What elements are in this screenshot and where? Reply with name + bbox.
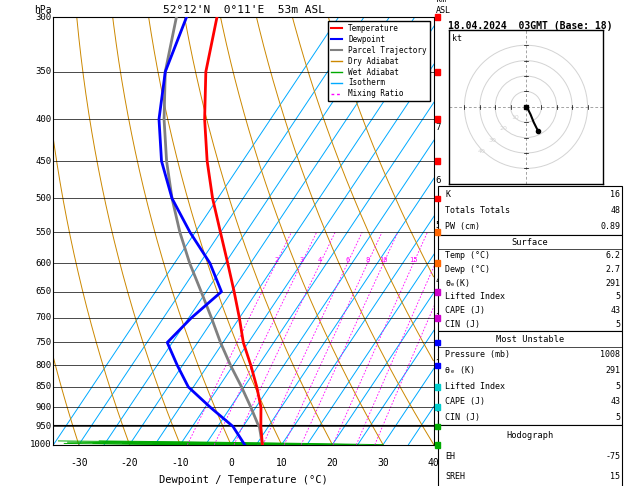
Text: 3: 3 [299,257,304,263]
Text: 43: 43 [610,306,620,315]
Text: Totals Totals: Totals Totals [445,206,510,215]
Text: 350: 350 [35,67,52,76]
Text: EH: EH [445,452,455,461]
Text: -30: -30 [70,457,87,468]
Text: Hodograph: Hodograph [506,431,554,440]
Bar [438,186,622,235]
Text: 1: 1 [436,405,441,414]
Text: θₑ (K): θₑ (K) [445,366,476,375]
Text: LCL: LCL [436,420,451,429]
Text: Temp (°C): Temp (°C) [445,251,490,260]
Text: 8: 8 [365,257,370,263]
Text: 850: 850 [35,382,52,391]
Text: 2: 2 [274,257,278,263]
Bar [438,235,622,331]
Text: 2.7: 2.7 [605,265,620,274]
Text: 0: 0 [228,457,234,468]
Text: CIN (J): CIN (J) [445,320,481,329]
Text: Most Unstable: Most Unstable [496,335,564,344]
Text: Pressure (mb): Pressure (mb) [445,350,510,359]
Text: 900: 900 [35,403,52,412]
Text: 950: 950 [35,422,52,431]
Text: 40: 40 [428,457,440,468]
Text: Surface: Surface [511,238,548,246]
Text: 5: 5 [615,320,620,329]
Text: 700: 700 [35,313,52,323]
Text: 7: 7 [436,123,441,133]
Text: 6.2: 6.2 [605,251,620,260]
Text: CAPE (J): CAPE (J) [445,306,486,315]
Text: -20: -20 [121,457,138,468]
Text: 291: 291 [605,279,620,288]
Text: θₑ(K): θₑ(K) [445,279,470,288]
Text: 5: 5 [615,413,620,422]
Text: 5: 5 [615,293,620,301]
Text: CIN (J): CIN (J) [445,413,481,422]
Text: 1008: 1008 [600,350,620,359]
Text: 5: 5 [436,221,441,230]
Text: SREH: SREH [445,472,465,481]
Text: 30: 30 [377,457,389,468]
Text: 6: 6 [436,176,441,185]
Bar [438,425,622,486]
Text: 48: 48 [610,206,620,215]
Text: K: K [445,190,450,199]
Text: 16: 16 [610,190,620,199]
Text: 10: 10 [511,115,519,121]
Text: 20: 20 [500,126,508,132]
Text: Mixing Ratio (g/kg): Mixing Ratio (g/kg) [482,226,491,321]
Text: hPa: hPa [34,5,52,15]
Text: Lifted Index: Lifted Index [445,382,505,391]
Text: 2: 2 [436,359,441,368]
Text: 10: 10 [379,257,387,263]
Text: Lifted Index: Lifted Index [445,293,505,301]
Text: 291: 291 [605,366,620,375]
Text: -75: -75 [605,452,620,461]
Text: 650: 650 [35,287,52,296]
Text: 20: 20 [326,457,338,468]
Text: 800: 800 [35,361,52,370]
Text: 1000: 1000 [30,440,52,449]
Text: 4: 4 [318,257,322,263]
Text: -10: -10 [172,457,189,468]
Text: 5: 5 [615,382,620,391]
Text: PW (cm): PW (cm) [445,223,481,231]
Text: 550: 550 [35,228,52,237]
Text: 18.04.2024  03GMT (Base: 18): 18.04.2024 03GMT (Base: 18) [448,21,612,31]
Text: kt: kt [452,35,462,43]
Text: 40: 40 [477,149,486,154]
Text: 15: 15 [409,257,418,263]
Text: 0.89: 0.89 [600,223,620,231]
Text: Dewp (°C): Dewp (°C) [445,265,490,274]
Text: 6: 6 [345,257,350,263]
Text: 10: 10 [276,457,287,468]
Text: 450: 450 [35,156,52,166]
Text: 600: 600 [35,259,52,268]
Title: 52°12'N  0°11'E  53m ASL: 52°12'N 0°11'E 53m ASL [163,5,325,15]
Text: Dewpoint / Temperature (°C): Dewpoint / Temperature (°C) [159,475,328,485]
Text: 15: 15 [610,472,620,481]
Text: 43: 43 [610,398,620,406]
Text: 750: 750 [35,338,52,347]
Legend: Temperature, Dewpoint, Parcel Trajectory, Dry Adiabat, Wet Adiabat, Isotherm, Mi: Temperature, Dewpoint, Parcel Trajectory… [328,21,430,102]
Text: 4: 4 [436,276,441,285]
Bar [438,331,622,425]
Text: 500: 500 [35,194,52,203]
Text: 400: 400 [35,115,52,124]
Text: km
ASL: km ASL [436,0,451,15]
Text: CAPE (J): CAPE (J) [445,398,486,406]
Text: 3: 3 [436,313,441,323]
Text: 30: 30 [489,138,497,142]
Text: 300: 300 [35,13,52,21]
